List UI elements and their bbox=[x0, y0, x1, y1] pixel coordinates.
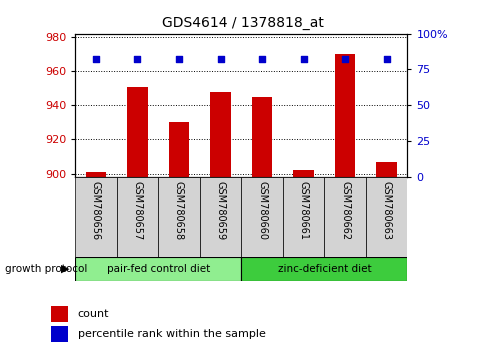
Bar bbox=[85, 172, 106, 177]
Bar bbox=[51, 306, 68, 321]
Text: GSM780656: GSM780656 bbox=[91, 181, 101, 240]
Bar bbox=[251, 97, 272, 177]
Bar bbox=[293, 170, 313, 177]
Text: percentile rank within the sample: percentile rank within the sample bbox=[77, 330, 265, 339]
Point bbox=[299, 57, 307, 62]
Text: GDS4614 / 1378818_at: GDS4614 / 1378818_at bbox=[161, 16, 323, 30]
Bar bbox=[51, 326, 68, 342]
Text: GSM780658: GSM780658 bbox=[174, 181, 183, 240]
Bar bbox=[117, 177, 158, 257]
Text: growth protocol: growth protocol bbox=[5, 264, 87, 274]
Text: GSM780660: GSM780660 bbox=[257, 181, 267, 240]
Point bbox=[175, 57, 182, 62]
Point bbox=[341, 57, 348, 62]
Point bbox=[257, 57, 265, 62]
Bar bbox=[75, 177, 117, 257]
Bar bbox=[334, 54, 355, 177]
Point bbox=[133, 57, 141, 62]
Bar bbox=[241, 177, 282, 257]
Text: GSM780663: GSM780663 bbox=[381, 181, 391, 240]
Bar bbox=[75, 257, 241, 281]
Point bbox=[216, 57, 224, 62]
Text: GSM780659: GSM780659 bbox=[215, 181, 225, 240]
Text: GSM780657: GSM780657 bbox=[132, 181, 142, 240]
Point bbox=[92, 57, 100, 62]
Bar bbox=[324, 177, 365, 257]
Bar bbox=[158, 177, 199, 257]
Text: GSM780662: GSM780662 bbox=[339, 181, 349, 240]
Bar bbox=[127, 86, 148, 177]
Bar bbox=[241, 257, 407, 281]
Bar bbox=[282, 177, 324, 257]
Text: zinc-deficient diet: zinc-deficient diet bbox=[277, 264, 370, 274]
Text: ▶: ▶ bbox=[61, 264, 70, 274]
Bar bbox=[168, 122, 189, 177]
Bar bbox=[365, 177, 407, 257]
Text: count: count bbox=[77, 309, 109, 319]
Bar bbox=[199, 177, 241, 257]
Bar bbox=[210, 92, 230, 177]
Bar bbox=[376, 162, 396, 177]
Text: GSM780661: GSM780661 bbox=[298, 181, 308, 240]
Point bbox=[382, 57, 390, 62]
Text: pair-fed control diet: pair-fed control diet bbox=[106, 264, 210, 274]
